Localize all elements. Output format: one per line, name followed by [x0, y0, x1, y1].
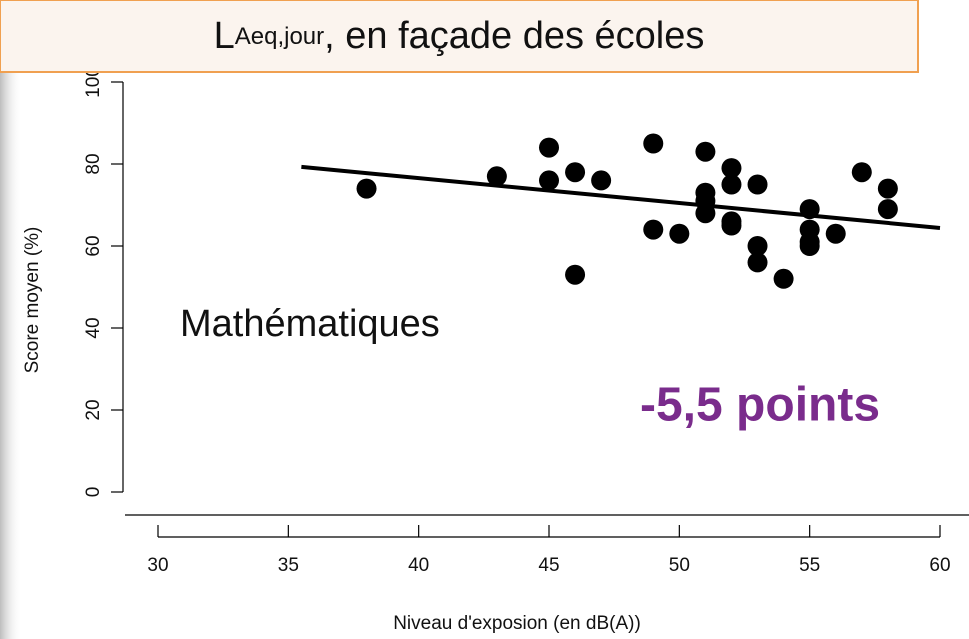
data-point — [565, 162, 586, 183]
x-tick-label: 35 — [278, 555, 299, 576]
data-point — [721, 174, 742, 195]
data-point — [486, 166, 507, 187]
title-part: L — [214, 15, 235, 57]
data-point — [799, 199, 820, 220]
x-tick-label: 50 — [669, 555, 690, 576]
title-part: , en façade des écoles — [324, 15, 704, 57]
data-point — [721, 215, 742, 236]
data-point — [695, 141, 716, 162]
background-edge — [0, 0, 22, 639]
x-tick-label: 45 — [538, 555, 559, 576]
data-point — [539, 170, 559, 191]
data-point — [669, 223, 690, 244]
data-point — [747, 236, 768, 256]
chart-title: LAeq,jour, en façade des écoles — [214, 15, 705, 57]
title-box — [0, 0, 919, 73]
data-point — [643, 133, 664, 154]
x-tick-label: 30 — [147, 555, 168, 576]
data-point — [825, 223, 846, 244]
y-tick-label: 0 — [83, 487, 104, 498]
data-point — [721, 158, 742, 179]
trend-line — [301, 164, 941, 230]
data-point — [877, 199, 898, 220]
y-tick-label: 80 — [83, 153, 104, 174]
y-tick-label: 100 — [83, 66, 104, 98]
y-tick-label: 20 — [83, 399, 104, 420]
data-point — [695, 203, 716, 224]
x-tick-label: 55 — [799, 555, 820, 576]
annotation: -5,5 points — [640, 379, 880, 432]
x-axis-label: Niveau d'exposion (en dB(A)) — [393, 613, 641, 634]
x-tick-label: 60 — [929, 555, 950, 576]
data-point — [851, 162, 872, 183]
y-tick-label: 60 — [83, 235, 104, 256]
plot-area: 0 20 40 60 80 100 30 35 40 45 50 55 60 — [83, 66, 951, 576]
y-tick-label: 40 — [83, 317, 104, 338]
x-tick-label: 40 — [408, 555, 429, 576]
data-point — [643, 219, 664, 240]
data-point — [799, 236, 820, 256]
data-point — [356, 178, 377, 199]
y-axis-label: Score moyen (%) — [22, 227, 43, 374]
data-point — [773, 268, 794, 289]
data-point — [565, 264, 586, 285]
data-point — [747, 174, 768, 195]
title-subscript: Aeq,jour — [235, 23, 324, 50]
annotation: Mathématiques — [180, 303, 440, 345]
data-point — [591, 170, 612, 191]
data-point — [539, 137, 559, 158]
data-point — [747, 252, 768, 273]
data-point — [877, 178, 898, 199]
